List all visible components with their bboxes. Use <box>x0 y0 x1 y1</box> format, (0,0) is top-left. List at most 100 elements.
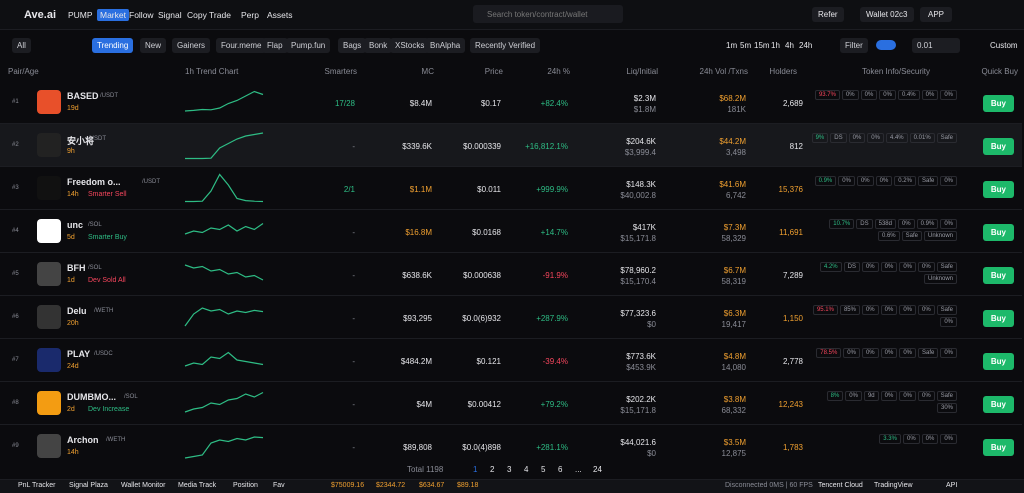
smarters: - <box>352 443 355 452</box>
timeframe[interactable]: 1h <box>771 41 780 50</box>
filter-chip[interactable]: Bags <box>338 38 367 53</box>
custom[interactable]: Custom <box>990 41 1018 50</box>
price: $0.121 <box>476 357 501 366</box>
timeframe[interactable]: 5m <box>740 41 752 50</box>
filter-chip[interactable]: Recently Verified <box>470 38 541 53</box>
token-name: BASED <box>67 91 99 101</box>
page[interactable]: 24 <box>593 465 602 474</box>
buy-button[interactable]: Buy <box>982 181 1014 198</box>
security: 8% 0% 9d 0% 0% 0% Safe30% <box>808 390 958 414</box>
change: +79.2% <box>540 400 568 409</box>
filter-chip[interactable]: Bonk <box>364 38 393 53</box>
security-chip: 8% <box>826 391 844 401</box>
wallet[interactable]: Wallet 02c3 <box>860 7 914 22</box>
security-chip: 0% <box>940 317 957 327</box>
initial: $40,002.8 <box>620 191 656 200</box>
amount-input[interactable]: 0.01 <box>912 38 960 53</box>
page[interactable]: 2 <box>490 465 495 474</box>
change: +82.4% <box>540 99 568 108</box>
security-chip: 0.6% <box>877 231 900 241</box>
trend-line <box>184 223 264 235</box>
nav-item[interactable]: Market <box>97 9 129 21</box>
timeframe[interactable]: 1m <box>726 41 738 50</box>
security: 78.5% 0% 0% 0% 0% Safe 0% <box>808 347 958 359</box>
buy-button[interactable]: Buy <box>982 396 1014 413</box>
page[interactable]: 4 <box>524 465 529 474</box>
initial: $15,171.8 <box>620 234 656 243</box>
security-chip: 0% <box>940 348 957 358</box>
rows: #1 BASED/USDT 19d 17/28 $8.4M $0.17 +82.4% $2.3… <box>0 81 1024 461</box>
nav-item[interactable]: Perp <box>241 10 259 20</box>
token-name: BFH <box>67 263 86 273</box>
security-chip: 0% <box>860 90 878 100</box>
filter-chip[interactable]: Pump.fun <box>286 38 331 53</box>
buy-button[interactable]: Buy <box>982 310 1014 327</box>
quote: /USDT <box>100 93 118 99</box>
column-header: 24h Vol /Txns <box>699 67 748 76</box>
page[interactable]: 6 <box>558 465 563 474</box>
table-row: #3 Freedom o... /USDT 14h Smarter Sell 2/1 $1.… <box>0 167 1022 210</box>
timeframe[interactable]: 4h <box>785 41 794 50</box>
buy-button[interactable]: Buy <box>982 439 1014 456</box>
rank: #6 <box>12 314 19 320</box>
token-icon <box>37 90 61 114</box>
filter-chip[interactable]: Flap <box>262 38 288 53</box>
security-chip: 0.01% <box>909 133 935 143</box>
filter-chip[interactable]: Gainers <box>172 38 211 53</box>
footer-price: $89.18 <box>457 482 479 489</box>
smarters: - <box>352 271 355 280</box>
filter-chip[interactable]: XStocks <box>390 38 430 53</box>
app-button[interactable]: APP <box>920 7 953 22</box>
buy-button[interactable]: Buy <box>982 224 1014 241</box>
nav-item[interactable]: Assets <box>267 10 293 20</box>
initial: $0 <box>647 320 656 329</box>
footer-item[interactable]: Signal Plaza <box>69 482 108 489</box>
search[interactable]: Search token/contract/wallet <box>473 5 623 23</box>
liquidity: $77,323.6 <box>620 309 656 318</box>
liquidity: $78,960.2 <box>620 266 656 275</box>
nav-item[interactable]: Signal <box>158 10 182 20</box>
footer-item[interactable]: Media Track <box>178 482 217 489</box>
nav-item[interactable]: PUMP <box>68 10 93 20</box>
refer[interactable]: Refer <box>812 7 844 22</box>
page[interactable]: 3 <box>507 465 512 474</box>
filter-chip[interactable]: BnAlpha <box>425 38 466 53</box>
filter-button[interactable]: Filter <box>840 38 868 53</box>
security-chip: 0% <box>880 262 898 272</box>
rank: #5 <box>12 271 19 277</box>
security-chip: 9d <box>863 391 879 401</box>
change: -91.9% <box>542 271 568 280</box>
page[interactable]: ... <box>575 465 582 474</box>
filter-chip[interactable]: Trending <box>92 38 134 53</box>
footer-item[interactable]: Fav <box>273 482 285 489</box>
filter-chip[interactable]: Four.meme <box>216 38 267 53</box>
security-chip: 0.4% <box>897 90 920 100</box>
column-header: Holders <box>769 67 797 76</box>
table-row: #8 DUMBMO... /SOL 2d Dev Increase - $4M $0.0041… <box>0 382 1022 425</box>
footer-price: $2344.72 <box>376 482 406 489</box>
buy-button[interactable]: Buy <box>982 267 1014 284</box>
quote: /USDT <box>88 136 106 142</box>
page[interactable]: 5 <box>541 465 546 474</box>
nav-item[interactable]: Follow <box>129 10 154 20</box>
buy-button[interactable]: Buy <box>982 138 1014 155</box>
security-chip: Unknown <box>923 274 957 284</box>
page[interactable]: 1 <box>473 465 478 474</box>
footer-item[interactable]: PnL Tracker <box>18 482 56 489</box>
footer-item[interactable]: Position <box>233 482 258 489</box>
txns: 6,742 <box>725 191 746 200</box>
nav-item[interactable]: Copy Trade <box>187 10 231 20</box>
security-chip: 10.7% <box>829 219 855 229</box>
buy-button[interactable]: Buy <box>982 353 1014 370</box>
volume: $4.8M <box>723 352 746 361</box>
timeframe[interactable]: 15m <box>754 41 770 50</box>
filter-chip[interactable]: New <box>140 38 167 53</box>
footer-item[interactable]: Wallet Monitor <box>121 482 166 489</box>
price: $0.000638 <box>463 271 501 280</box>
filter-chip[interactable]: All <box>12 38 31 53</box>
holders: 1,150 <box>782 314 803 323</box>
holders: 1,783 <box>782 443 803 452</box>
buy-button[interactable]: Buy <box>982 95 1014 112</box>
security-chip: 4.4% <box>885 133 908 143</box>
timeframe[interactable]: 24h <box>799 41 813 50</box>
